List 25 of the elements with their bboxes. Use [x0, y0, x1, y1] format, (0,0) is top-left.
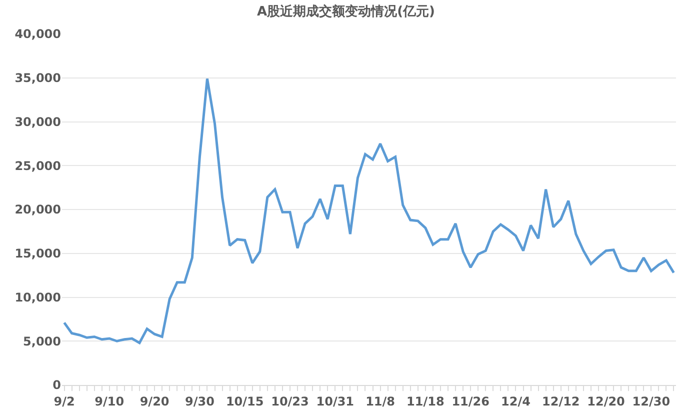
y-tick-label: 0 — [52, 378, 61, 392]
x-tick-label: 9/2 — [54, 394, 75, 408]
y-tick-label: 5,000 — [23, 334, 61, 348]
y-tick-label: 15,000 — [14, 246, 61, 261]
line-series — [63, 78, 675, 344]
y-tick-label: 35,000 — [14, 71, 61, 86]
chart-title: A股近期成交额变动情况(亿元) — [257, 3, 435, 20]
x-tick-label: 10/31 — [316, 394, 354, 408]
x-tick-label: 11/8 — [366, 394, 396, 408]
y-tick-label: 25,000 — [14, 158, 61, 173]
x-tick-label: 10/23 — [271, 394, 309, 408]
y-tick-label: 10,000 — [14, 290, 61, 304]
y-tick-label: 40,000 — [14, 27, 61, 42]
x-tick-label: 9/10 — [94, 394, 124, 408]
x-tick-label: 10/15 — [226, 394, 264, 408]
x-tick-label: 11/18 — [406, 394, 444, 408]
x-tick-label: 11/26 — [452, 394, 490, 408]
y-tick-label: 20,000 — [14, 202, 61, 217]
x-tick-label: 12/4 — [501, 394, 530, 408]
y-tick-label: 30,000 — [14, 114, 61, 129]
x-tick-label: 12/12 — [542, 394, 580, 408]
x-tick-label: 9/20 — [140, 394, 170, 408]
x-tick-label: 12/30 — [632, 394, 670, 408]
x-tick-label: 12/20 — [587, 394, 625, 408]
x-tick-label: 9/30 — [184, 394, 214, 408]
